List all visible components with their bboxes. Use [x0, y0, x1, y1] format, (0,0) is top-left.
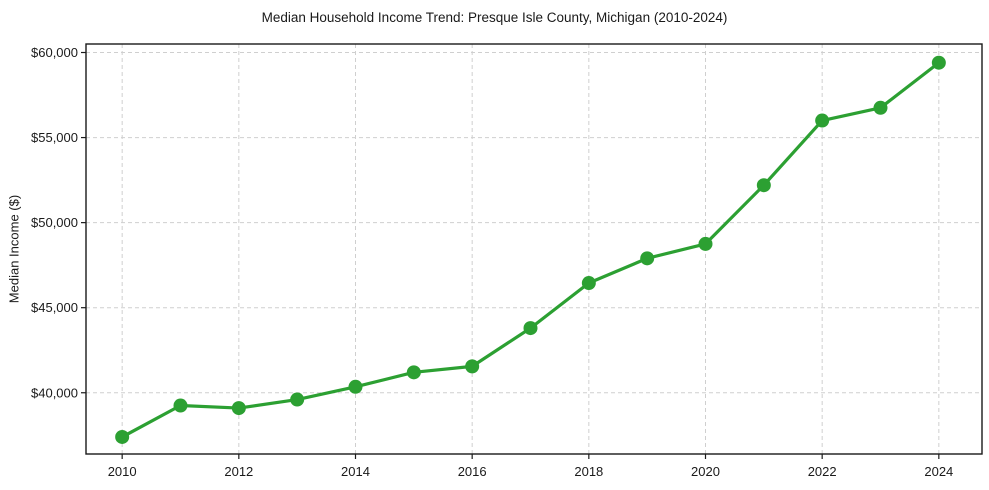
plot-border	[85, 43, 983, 455]
data-point-2016	[465, 359, 480, 374]
chart-title: Median Household Income Trend: Presque I…	[261, 10, 728, 25]
y-tick-label: $45,000	[31, 300, 78, 315]
x-tick-label: 2024	[924, 464, 953, 479]
x-tick-label: 2010	[108, 464, 137, 479]
x-tick-label: 2020	[691, 464, 720, 479]
y-tick-label: $55,000	[31, 130, 78, 145]
data-point-2023	[873, 100, 888, 115]
data-point-2013	[290, 392, 305, 407]
x-tick-label: 2018	[574, 464, 603, 479]
data-point-2011	[173, 398, 188, 413]
data-point-2015	[406, 365, 421, 380]
x-tick-label: 2012	[224, 464, 253, 479]
data-point-2010	[115, 429, 130, 444]
data-point-2024	[931, 55, 946, 70]
data-point-2019	[640, 251, 655, 266]
data-point-2022	[815, 113, 830, 128]
data-point-2021	[756, 178, 771, 193]
x-tick-label: 2014	[341, 464, 370, 479]
y-tick-label: $60,000	[31, 45, 78, 60]
data-point-2012	[231, 401, 246, 416]
data-point-2020	[698, 236, 713, 251]
x-tick-label: 2016	[458, 464, 487, 479]
x-tick-label: 2022	[808, 464, 837, 479]
data-point-2014	[348, 379, 363, 394]
data-point-2018	[581, 276, 596, 291]
y-tick-label: $40,000	[31, 385, 78, 400]
data-point-2017	[523, 321, 538, 336]
y-tick-label: $50,000	[31, 215, 78, 230]
